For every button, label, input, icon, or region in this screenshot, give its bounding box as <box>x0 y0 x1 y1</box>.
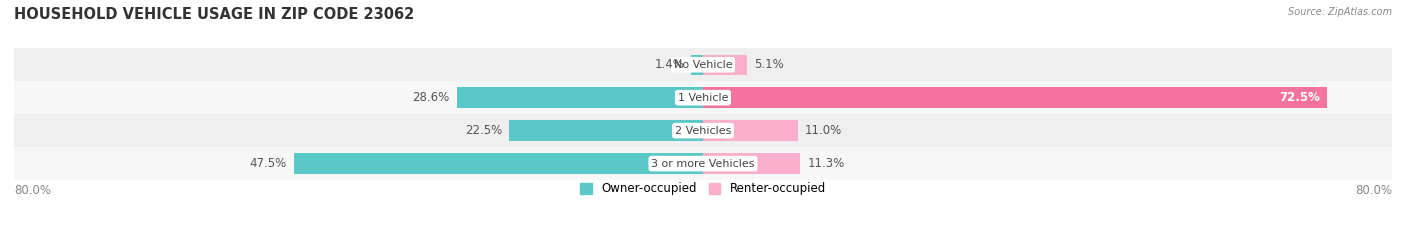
Text: 1 Vehicle: 1 Vehicle <box>678 93 728 103</box>
Bar <box>690 55 703 75</box>
Legend: Owner-occupied, Renter-occupied: Owner-occupied, Renter-occupied <box>575 178 831 200</box>
Text: 1.4%: 1.4% <box>654 58 685 71</box>
Bar <box>457 87 703 108</box>
Bar <box>14 81 1392 114</box>
Text: 3 or more Vehicles: 3 or more Vehicles <box>651 159 755 169</box>
Bar <box>294 153 703 174</box>
Text: 2 Vehicles: 2 Vehicles <box>675 126 731 136</box>
Text: No Vehicle: No Vehicle <box>673 60 733 70</box>
Text: 80.0%: 80.0% <box>14 185 51 197</box>
Text: HOUSEHOLD VEHICLE USAGE IN ZIP CODE 23062: HOUSEHOLD VEHICLE USAGE IN ZIP CODE 2306… <box>14 7 415 22</box>
Bar <box>703 55 747 75</box>
Bar <box>14 147 1392 180</box>
Bar <box>14 48 1392 81</box>
Bar <box>703 153 800 174</box>
Text: 11.3%: 11.3% <box>807 157 845 170</box>
Text: 47.5%: 47.5% <box>250 157 287 170</box>
Bar <box>509 120 703 141</box>
Text: 11.0%: 11.0% <box>804 124 842 137</box>
Bar <box>703 87 1327 108</box>
Text: 22.5%: 22.5% <box>465 124 502 137</box>
Text: 5.1%: 5.1% <box>754 58 783 71</box>
Text: 72.5%: 72.5% <box>1279 91 1320 104</box>
Text: Source: ZipAtlas.com: Source: ZipAtlas.com <box>1288 7 1392 17</box>
Text: 80.0%: 80.0% <box>1355 185 1392 197</box>
Text: 28.6%: 28.6% <box>412 91 450 104</box>
Bar <box>14 114 1392 147</box>
Bar <box>703 120 797 141</box>
